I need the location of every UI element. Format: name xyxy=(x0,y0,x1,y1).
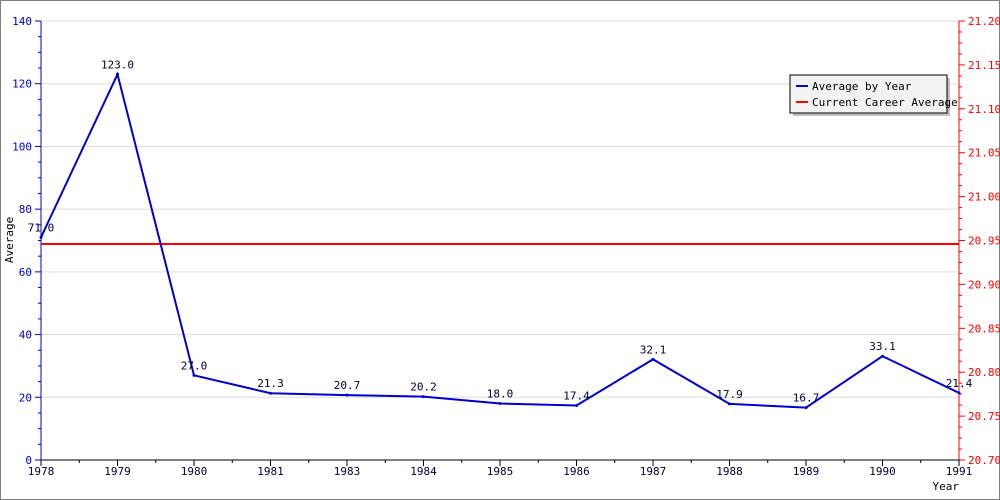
series-line-average-by-year xyxy=(40,71,960,409)
right-tick-label: 20.80 xyxy=(968,366,1000,379)
legend-label-current-career-average: Current Career Average xyxy=(812,96,958,109)
x-tick-label: 1981 xyxy=(257,465,284,478)
left-y-axis: 0 20 40 60 80 100 120 140 xyxy=(12,15,41,467)
legend-box xyxy=(789,74,948,114)
right-tick-label: 20.95 xyxy=(968,235,1000,248)
right-tick-label: 21.20 xyxy=(968,15,1000,28)
right-tick-label: 21.10 xyxy=(968,103,1000,116)
right-tick-label: 21.05 xyxy=(968,147,1000,160)
left-tick-label: 0 xyxy=(25,454,32,467)
left-tick-label: 60 xyxy=(19,266,32,279)
data-label: 27.0 xyxy=(181,359,208,372)
data-label: 21.3 xyxy=(257,377,284,390)
y-axis-title: Average xyxy=(3,217,16,263)
data-label: 21.4 xyxy=(946,377,973,390)
data-point xyxy=(957,391,961,395)
left-tick-label: 20 xyxy=(19,391,32,404)
right-tick-label: 20.75 xyxy=(968,410,1000,423)
data-label: 20.7 xyxy=(334,379,361,392)
x-tick-label: 1989 xyxy=(793,465,820,478)
x-axis-title: Year xyxy=(933,480,960,493)
data-point xyxy=(804,406,808,410)
data-label: 33.1 xyxy=(869,340,896,353)
data-label: 16.7 xyxy=(793,392,820,405)
left-tick-label: 80 xyxy=(19,203,32,216)
legend-label-average-by-year: Average by Year xyxy=(812,80,912,93)
data-point xyxy=(575,403,578,407)
series xyxy=(39,71,961,410)
x-tick-label: 1991 xyxy=(946,465,973,478)
data-point xyxy=(192,373,196,377)
data-point xyxy=(651,357,655,361)
data-point xyxy=(116,72,119,76)
data-point xyxy=(39,235,43,239)
left-tick-label: 40 xyxy=(19,329,32,342)
data-label: 32.1 xyxy=(640,343,667,356)
data-label: 18.0 xyxy=(487,388,514,401)
data-label: 17.9 xyxy=(716,388,743,401)
right-tick-label: 20.90 xyxy=(968,278,1000,291)
data-label: 71.0 xyxy=(28,221,55,234)
x-tick-label: 1979 xyxy=(104,465,131,478)
data-point xyxy=(881,354,884,358)
x-tick-label: 1983 xyxy=(334,465,361,478)
data-label: 17.4 xyxy=(563,389,590,402)
data-point xyxy=(498,402,502,406)
left-tick-label: 140 xyxy=(12,15,32,28)
x-tick-label: 1990 xyxy=(869,465,896,478)
data-point xyxy=(422,395,425,399)
left-tick-label: 120 xyxy=(12,78,32,91)
x-tick-label: 1978 xyxy=(28,465,55,478)
data-point xyxy=(345,393,349,397)
data-point xyxy=(269,391,272,395)
x-tick-label: 1986 xyxy=(563,465,590,478)
data-point xyxy=(728,402,731,406)
x-tick-label: 1987 xyxy=(640,465,667,478)
right-tick-label: 21.00 xyxy=(968,191,1000,204)
x-tick-label: 1984 xyxy=(410,465,437,478)
right-tick-label: 21.15 xyxy=(968,59,1000,72)
right-tick-label: 20.85 xyxy=(968,322,1000,335)
data-label: 123.0 xyxy=(101,58,134,71)
x-tick-label: 1980 xyxy=(181,465,208,478)
right-tick-label: 20.70 xyxy=(968,454,1000,467)
x-tick-label: 1988 xyxy=(716,465,743,478)
right-y-axis: 20.70 20.75 20.80 20.85 20.90 20.95 21.00 21.05… xyxy=(959,15,1000,467)
x-tick-label: 1985 xyxy=(487,465,514,478)
left-tick-label: 100 xyxy=(12,140,32,153)
data-labels: 71.0 123.0 27.0 21.3 20.7 20.2 18.0 17.4 32.1 17.… xyxy=(28,58,973,404)
data-label: 20.2 xyxy=(410,381,437,394)
x-axis: 1978 1979 1980 1981 1983 1984 1985 1986 1987 1988… xyxy=(28,460,973,478)
legend: Average by Year Current Career Average xyxy=(789,74,958,116)
